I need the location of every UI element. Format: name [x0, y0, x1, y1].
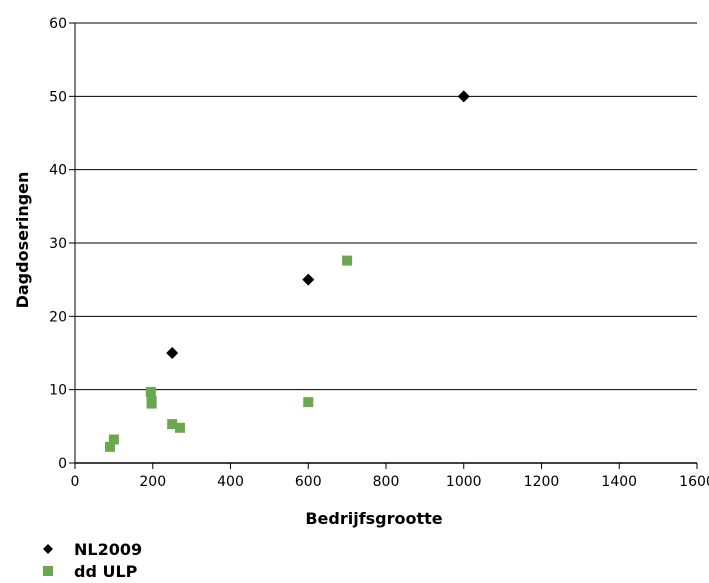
- diamond-marker-icon: [42, 543, 54, 555]
- x-tick-labels: 0 200 400 600 800 1000 1200 1400 1600: [71, 474, 709, 490]
- legend-label-dd-ulp: dd ULP: [74, 561, 138, 581]
- x-tick-label: 1400: [601, 474, 637, 490]
- point-dd-ulp: [108, 434, 119, 445]
- y-tick-label: 10: [49, 383, 67, 399]
- data-points: [104, 90, 470, 452]
- y-tick-label: 20: [49, 309, 67, 325]
- axes: [69, 22, 698, 469]
- legend-item-dd-ulp: dd ULP: [42, 560, 142, 582]
- y-axis-title: Dagdoseringen: [13, 172, 32, 309]
- x-tick-label: 1000: [446, 474, 482, 490]
- square-marker-icon: [42, 565, 54, 577]
- point-dd-ulp: [167, 419, 178, 430]
- point-dd-ulp: [145, 386, 156, 397]
- y-tick-label: 50: [49, 89, 67, 105]
- point-dd-ulp: [303, 397, 314, 408]
- x-tick-label: 200: [139, 474, 166, 490]
- y-tick-labels: 0 10 20 30 40 50 60: [49, 16, 67, 472]
- point-dd-ulp: [342, 255, 353, 266]
- legend-item-nl2009: NL2009: [42, 538, 142, 560]
- legend: NL2009 dd ULP: [42, 538, 142, 582]
- x-tick-label: 600: [295, 474, 322, 490]
- y-tick-label: 0: [58, 456, 67, 472]
- x-tick-label: 0: [71, 474, 80, 490]
- x-tick-label: 1200: [524, 474, 560, 490]
- x-tick-label: 1600: [679, 474, 709, 490]
- x-tick-label: 800: [373, 474, 400, 490]
- y-tick-label: 40: [49, 163, 67, 179]
- point-dd-ulp: [104, 441, 115, 452]
- x-tick-label: 400: [217, 474, 244, 490]
- point-dd-ulp: [146, 398, 157, 409]
- x-axis-title: Bedrijfsgrootte: [305, 509, 442, 528]
- point-nl2009: [457, 90, 470, 103]
- y-tick-label: 30: [49, 236, 67, 252]
- point-nl2009: [302, 273, 315, 286]
- y-tick-label: 60: [49, 16, 67, 32]
- legend-label-nl2009: NL2009: [74, 539, 143, 559]
- gridlines: [75, 22, 697, 391]
- point-nl2009: [166, 347, 179, 359]
- point-dd-ulp: [174, 422, 185, 433]
